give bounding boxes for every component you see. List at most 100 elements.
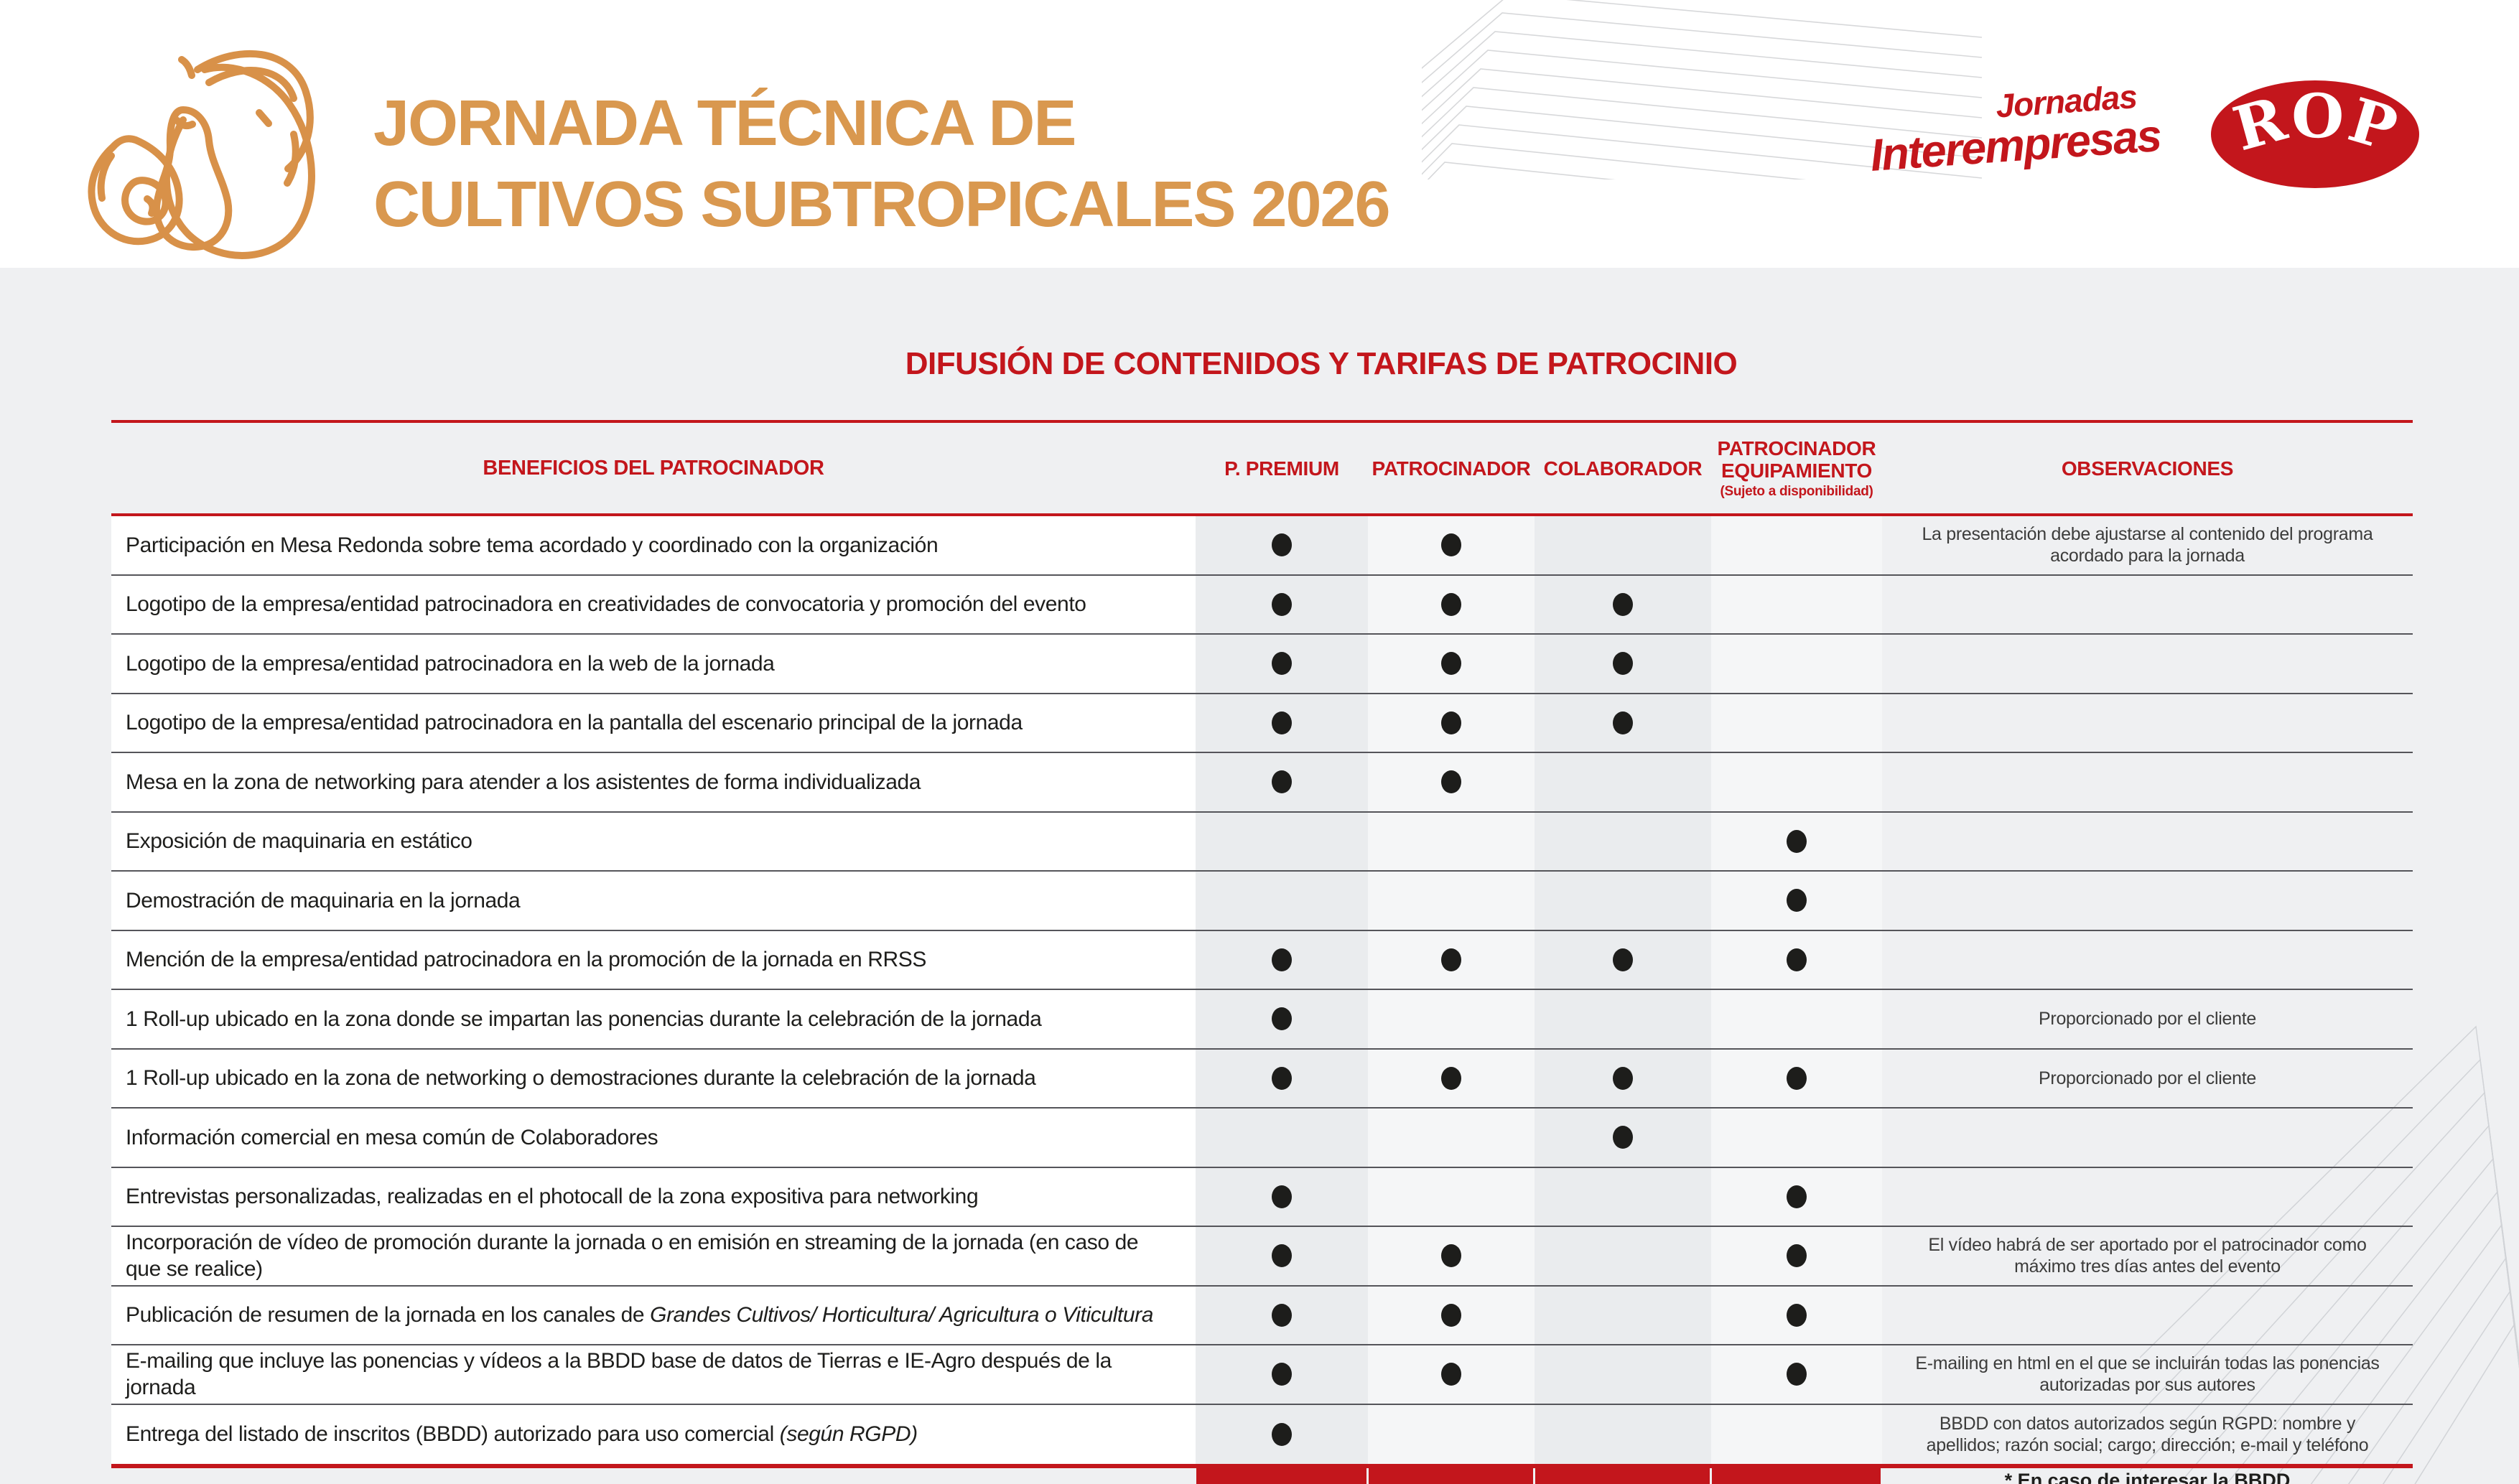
benefit-text: Participación en Mesa Redonda sobre tema…: [126, 533, 939, 557]
tier-cell-premium: [1196, 812, 1368, 870]
included-dot-icon: [1613, 1126, 1633, 1149]
included-dot-icon: [1441, 1303, 1461, 1327]
benefit-text: Demostración de maquinaria en la jornada: [126, 888, 521, 913]
benefit-cell: Publicación de resumen de la jornada en …: [111, 1286, 1196, 1344]
tier-cell-equipamiento: [1711, 1049, 1882, 1107]
included-dot-icon: [1787, 889, 1807, 913]
benefit-cell: Mesa en la zona de networking para atend…: [111, 753, 1196, 811]
tier-cell-colaborador: [1535, 694, 1711, 752]
included-dot-icon: [1787, 1244, 1807, 1268]
observation-cell: [1882, 1287, 2413, 1345]
included-dot-icon: [1272, 770, 1292, 794]
observation-cell: Proporcionado por el cliente: [2039, 1009, 2256, 1030]
included-dot-icon: [1441, 1244, 1461, 1268]
benefit-cell: Logotipo de la empresa/entidad patrocina…: [111, 694, 1196, 752]
included-dot-icon: [1441, 592, 1461, 616]
avocado-illustration-icon: [88, 50, 315, 259]
tier-cell-equipamiento: [1711, 753, 1882, 811]
benefit-cell: Entrega del listado de inscritos (BBDD) …: [111, 1404, 1196, 1464]
included-dot-icon: [1613, 1066, 1633, 1090]
table-row: Participación en Mesa Redonda sobre tema…: [111, 516, 2413, 576]
price-row-cell-premium: [1196, 1468, 1366, 1484]
tier-cell-premium: [1196, 872, 1368, 930]
tier-cell-equipamiento: [1711, 516, 1882, 574]
observation-cell: [1882, 694, 2413, 752]
included-dot-icon: [1441, 770, 1461, 794]
tier-cell-patrocinador: [1368, 694, 1535, 752]
equipment-availability-note: (Sujeto a disponibilidad): [1720, 483, 1873, 499]
table-row: 1 Roll-up ubicado en la zona de networki…: [111, 1049, 2413, 1109]
tier-cell-equipamiento: [1711, 1167, 1882, 1226]
benefit-cell: 1 Roll-up ubicado en la zona de networki…: [111, 1049, 1196, 1107]
included-dot-icon: [1272, 711, 1292, 734]
tier-cell-colaborador: [1535, 635, 1711, 693]
tier-cell-premium: [1196, 1286, 1368, 1344]
trops-logo: TROPS: [2209, 78, 2419, 188]
tier-cell-equipamiento: [1711, 1227, 1882, 1285]
benefit-cell: 1 Roll-up ubicado en la zona donde se im…: [111, 990, 1196, 1048]
table-rows: Participación en Mesa Redonda sobre tema…: [111, 516, 2413, 1464]
col-header-beneficios: BENEFICIOS DEL PATROCINADOR: [483, 456, 824, 480]
tier-cell-colaborador: [1535, 516, 1711, 574]
included-dot-icon: [1272, 1363, 1292, 1386]
tier-cell-colaborador: [1535, 1227, 1711, 1285]
tier-cell-patrocinador: [1368, 753, 1535, 811]
tier-cell-equipamiento: [1711, 1345, 1882, 1404]
benefit-text: Logotipo de la empresa/entidad patrocina…: [126, 711, 1023, 735]
benefit-text: Publicación de resumen de la jornada en …: [126, 1303, 645, 1327]
included-dot-icon: [1272, 652, 1292, 676]
tier-cell-colaborador: [1535, 872, 1711, 930]
tier-cell-patrocinador: [1368, 516, 1535, 574]
table-row: Entrega del listado de inscritos (BBDD) …: [111, 1404, 2413, 1464]
tier-cell-premium: [1196, 1227, 1368, 1285]
benefit-cell: Exposición de maquinaria en estático: [111, 812, 1196, 870]
svg-text:TROPS: TROPS: [2209, 78, 2406, 165]
table-row: Información comercial en mesa común de C…: [111, 1109, 2413, 1168]
included-dot-icon: [1272, 592, 1292, 616]
tier-cell-colaborador: [1535, 1167, 1711, 1226]
included-dot-icon: [1272, 1185, 1292, 1208]
tier-cell-patrocinador: [1368, 812, 1535, 870]
tier-cell-patrocinador: [1368, 1227, 1535, 1285]
observation-cell: [1882, 931, 2413, 989]
tier-cell-colaborador: [1535, 1109, 1711, 1167]
benefit-cell: Información comercial en mesa común de C…: [111, 1109, 1196, 1167]
tier-cell-colaborador: [1535, 812, 1711, 870]
included-dot-icon: [1272, 533, 1292, 557]
included-dot-icon: [1272, 948, 1292, 971]
included-dot-icon: [1787, 1303, 1807, 1327]
included-dot-icon: [1272, 1303, 1292, 1327]
tier-cell-patrocinador: [1368, 1345, 1535, 1404]
table-row: Logotipo de la empresa/entidad patrocina…: [111, 635, 2413, 694]
benefit-cell: Logotipo de la empresa/entidad patrocina…: [111, 635, 1196, 693]
table-row: Entrevistas personalizadas, realizadas e…: [111, 1167, 2413, 1227]
included-dot-icon: [1787, 1185, 1807, 1208]
tier-cell-patrocinador: [1368, 872, 1535, 930]
tier-cell-colaborador: [1535, 1404, 1711, 1464]
benefit-text: Exposición de maquinaria en estático: [126, 829, 472, 854]
observation-cell: La presentación debe ajustarse al conten…: [1922, 524, 2373, 566]
tier-cell-equipamiento: [1711, 872, 1882, 930]
observation-cell: BBDD con datos autorizados según RGPD: n…: [1926, 1413, 2369, 1455]
included-dot-icon: [1787, 1066, 1807, 1090]
benefit-text: Entrega del listado de inscritos (BBDD) …: [126, 1422, 774, 1447]
col-header-patrocinador: PATROCINADOR: [1372, 457, 1531, 480]
benefit-text: Mención de la empresa/entidad patrocinad…: [126, 948, 926, 972]
benefit-text: Logotipo de la empresa/entidad patrocina…: [126, 651, 775, 676]
benefit-text: Entrevistas personalizadas, realizadas e…: [126, 1185, 979, 1209]
benefit-text: Logotipo de la empresa/entidad patrocina…: [126, 592, 1086, 617]
included-dot-icon: [1787, 948, 1807, 971]
table-header: BENEFICIOS DEL PATROCINADOR P. PREMIUM P…: [111, 420, 2413, 516]
observation-cell: E-mailing en html en el que se incluirán…: [1915, 1353, 2380, 1396]
benefit-cell: E-mailing que incluye las ponencias y ví…: [111, 1345, 1196, 1404]
tier-cell-premium: [1196, 1345, 1368, 1404]
tier-cell-patrocinador: [1368, 1167, 1535, 1226]
included-dot-icon: [1441, 711, 1461, 734]
table-row: E-mailing que incluye las ponencias y ví…: [111, 1345, 2413, 1405]
included-dot-icon: [1613, 592, 1633, 616]
included-dot-icon: [1613, 711, 1633, 734]
price-row-cell-patrocinador: [1369, 1468, 1533, 1484]
included-dot-icon: [1441, 1363, 1461, 1386]
observation-cell: [1882, 576, 2413, 634]
